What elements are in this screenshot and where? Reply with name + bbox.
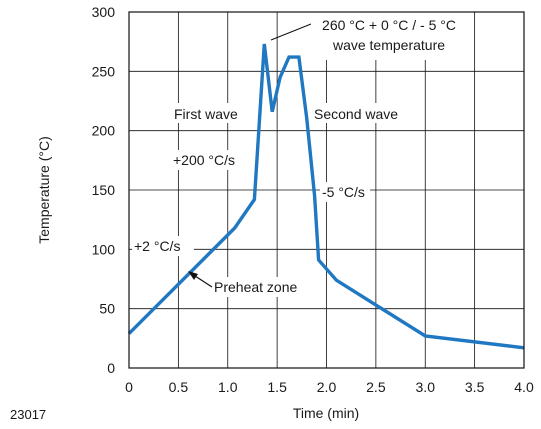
x-tick-label: 3.5 (465, 379, 485, 395)
rate-2-label: +2 °C/s (134, 238, 180, 254)
preheat-arrow-head (188, 271, 198, 280)
x-tick-label: 1.5 (267, 379, 287, 395)
tick-labels: 0 0.5 1.0 1.5 2.0 2.5 3.0 3.5 4.0 0 50 100 150 200 250… (92, 4, 534, 395)
x-tick-label: 2.0 (317, 379, 337, 395)
x-axis-label: Time (min) (293, 405, 359, 421)
y-tick-label: 300 (92, 4, 116, 20)
first-wave-label: First wave (174, 106, 238, 122)
peak-callout-line1: 260 °C + 0 °C / - 5 °C (322, 17, 456, 33)
x-tick-label: 3.0 (416, 379, 436, 395)
second-wave-label: Second wave (314, 106, 398, 122)
peak-callout-bg (311, 10, 467, 60)
y-tick-label: 250 (92, 63, 116, 79)
rate-2-bg (132, 236, 194, 256)
rate-200-bg (171, 150, 247, 170)
curve-layer (127, 43, 525, 350)
peak-callout-line2: wave temperature (332, 37, 445, 53)
y-tick-label: 0 (107, 360, 115, 376)
y-tick-label: 150 (92, 182, 116, 198)
rate-minus5-label: -5 °C/s (322, 184, 365, 200)
annotation-layer: 260 °C + 0 °C / - 5 °C wave temperature … (132, 10, 467, 297)
temperature-profile-line (127, 43, 525, 350)
y-tick-label: 200 (92, 123, 116, 139)
x-tick-label: 1.0 (218, 379, 238, 395)
plot-frame (128, 11, 525, 369)
figure-id: 23017 (10, 407, 46, 422)
x-tick-label: 0 (125, 379, 133, 395)
x-tick-label: 2.5 (366, 379, 386, 395)
preheat-bg (212, 277, 319, 297)
rate-minus5-bg (320, 182, 370, 202)
x-tick-label: 4.0 (514, 379, 534, 395)
peak-callout-leader (270, 23, 312, 41)
second-wave-bg (312, 103, 404, 123)
y-axis-label: Temperature (°C) (36, 136, 52, 244)
preheat-zone-label: Preheat zone (214, 279, 297, 295)
y-tick-label: 100 (92, 241, 116, 257)
y-tick-label: 50 (99, 301, 115, 317)
x-tick-label: 0.5 (169, 379, 189, 395)
rate-200-label: +200 °C/s (173, 152, 235, 168)
first-wave-bg (172, 103, 246, 123)
